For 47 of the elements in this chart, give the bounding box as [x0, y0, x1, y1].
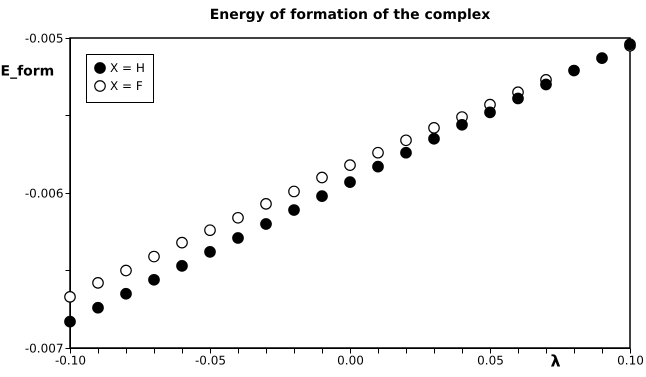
x-tick-label: 0.10 — [617, 354, 644, 368]
point — [92, 277, 104, 289]
point — [120, 264, 132, 276]
point — [288, 204, 300, 216]
point — [372, 146, 384, 159]
point — [484, 106, 496, 118]
point — [540, 78, 552, 90]
point — [148, 274, 160, 286]
point — [316, 190, 328, 202]
x-tick-label: 0.05 — [477, 354, 504, 368]
point — [428, 122, 440, 134]
x-tick-label: -0.05 — [194, 354, 226, 368]
point — [204, 246, 216, 258]
chart-title: Energy of formation of the complex — [210, 7, 490, 23]
point — [120, 288, 132, 300]
point — [260, 218, 272, 230]
y-tick-label: -0.006 — [24, 186, 64, 200]
point — [316, 172, 328, 184]
y-tick-label: -0.007 — [24, 342, 64, 356]
point — [400, 146, 412, 159]
point — [204, 224, 216, 236]
point — [64, 291, 76, 303]
point — [344, 159, 356, 171]
y-tick-label: -0.005 — [24, 32, 64, 46]
point — [372, 160, 384, 172]
point — [260, 198, 272, 210]
point — [344, 176, 356, 188]
y-axis-title: E_form — [0, 64, 54, 80]
x-tick-label: 0.00 — [337, 354, 364, 368]
point — [176, 236, 188, 248]
point — [568, 64, 580, 76]
point — [596, 52, 608, 64]
point — [288, 186, 300, 198]
point — [456, 118, 468, 131]
x-axis-title: λ — [550, 352, 561, 370]
legend-label: X = F — [110, 79, 143, 93]
point — [92, 302, 104, 314]
point — [64, 316, 76, 328]
x-tick-label: -0.10 — [54, 354, 86, 368]
point — [148, 250, 160, 262]
point — [232, 212, 244, 224]
point — [428, 132, 440, 145]
point — [232, 232, 244, 244]
point — [176, 260, 188, 272]
point — [400, 134, 412, 146]
point — [512, 92, 524, 104]
legend-label: X = H — [110, 61, 145, 75]
